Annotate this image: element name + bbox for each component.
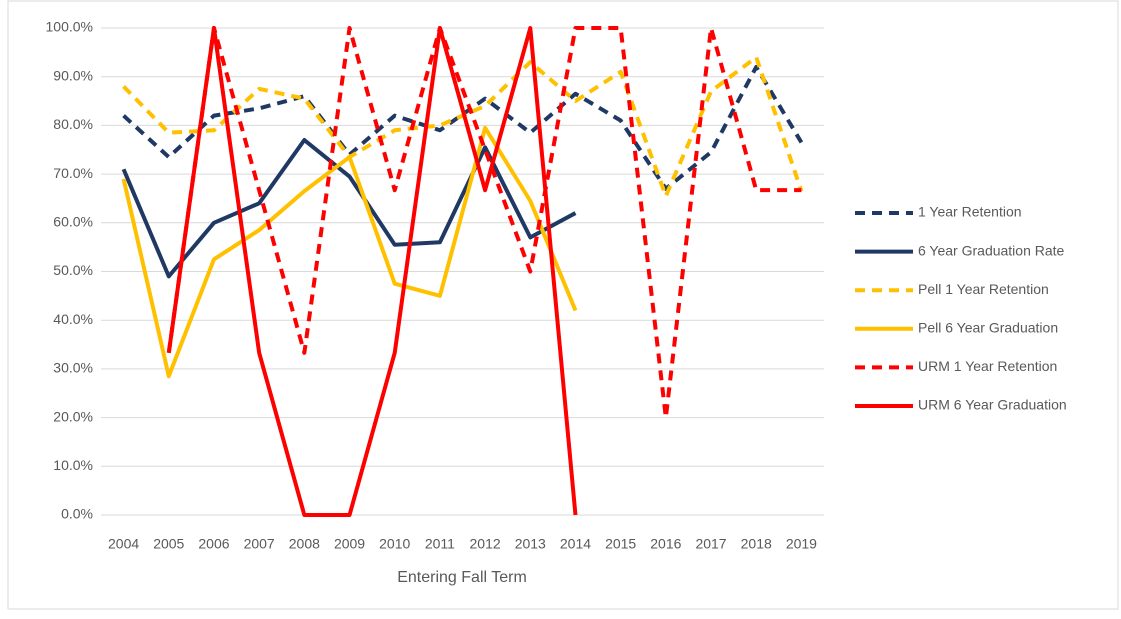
x-tick-label: 2016: [650, 536, 681, 552]
x-tick-label: 2005: [153, 536, 184, 552]
y-tick-label: 20.0%: [53, 408, 93, 424]
legend-label: Pell 1 Year Retention: [918, 281, 1049, 297]
x-tick-label: 2014: [560, 536, 591, 552]
series-line: [166, 26, 802, 420]
legend-label: URM 1 Year Retention: [918, 358, 1057, 374]
y-tick-label: 90.0%: [53, 67, 93, 83]
x-tick-label: 2015: [605, 536, 636, 552]
series-line: [121, 138, 577, 279]
y-tick-label: 10.0%: [53, 457, 93, 473]
y-tick-label: 70.0%: [53, 165, 93, 181]
y-tick-label: 80.0%: [53, 116, 93, 132]
series-line: [166, 26, 578, 517]
x-tick-label: 2006: [198, 536, 229, 552]
x-tick-label: 2007: [244, 536, 275, 552]
x-tick-label: 2013: [515, 536, 546, 552]
x-axis-title: Entering Fall Term: [397, 569, 527, 586]
legend-label: 1 Year Retention: [918, 204, 1022, 220]
x-tick-label: 2017: [695, 536, 726, 552]
x-tick-label: 2004: [108, 536, 139, 552]
y-tick-label: 40.0%: [53, 311, 93, 327]
legend-label: 6 Year Graduation Rate: [918, 242, 1065, 258]
x-tick-label: 2019: [786, 536, 817, 552]
y-tick-label: 100.0%: [46, 19, 93, 35]
x-tick-label: 2009: [334, 536, 365, 552]
y-tick-label: 30.0%: [53, 360, 93, 376]
x-tick-label: 2018: [741, 536, 772, 552]
x-tick-label: 2012: [470, 536, 501, 552]
y-tick-label: 0.0%: [61, 506, 93, 522]
legend-label: URM 6 Year Graduation: [918, 397, 1067, 413]
legend-label: Pell 6 Year Graduation: [918, 320, 1058, 336]
x-tick-label: 2008: [289, 536, 320, 552]
y-tick-label: 60.0%: [53, 214, 93, 230]
y-tick-label: 50.0%: [53, 262, 93, 278]
x-tick-label: 2010: [379, 536, 410, 552]
x-tick-label: 2011: [425, 536, 455, 552]
series-line: [121, 125, 578, 379]
